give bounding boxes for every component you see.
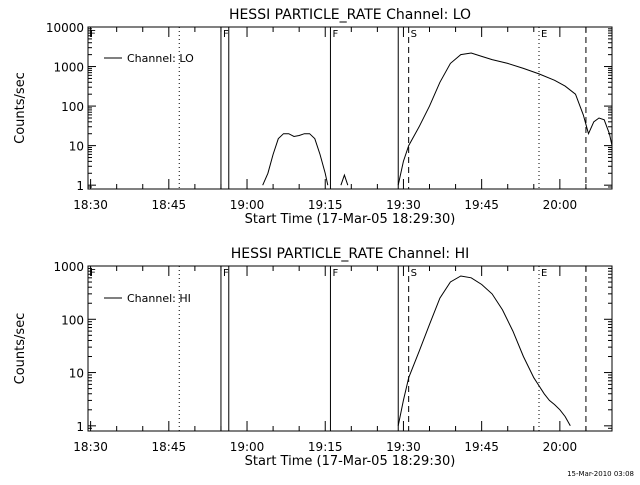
marker-label: S (411, 268, 417, 279)
y-tick-label: 10 (69, 367, 84, 381)
y-tick-label: 10000 (46, 21, 84, 35)
marker-label: F (332, 268, 338, 279)
x-tick-label: 18:45 (152, 440, 187, 454)
marker-label: F (90, 268, 96, 279)
series-line-0-segment-1 (340, 173, 349, 186)
x-tick-label: 18:45 (152, 198, 187, 212)
marker-label: E (541, 29, 547, 40)
marker-label: F (332, 29, 338, 40)
x-tick-label: 19:15 (308, 440, 343, 454)
y-tick-label: 1000 (53, 260, 84, 274)
marker-label: F (223, 29, 229, 40)
x-tick-label: 20:00 (543, 198, 578, 212)
x-tick-label: 18:30 (73, 440, 108, 454)
x-tick-label: 19:00 (230, 440, 265, 454)
marker-label: S (411, 29, 417, 40)
y-tick-label: 100 (61, 100, 84, 114)
generation-timestamp: 15-Mar-2010 03:08 (567, 470, 634, 478)
y-axis-label: Counts/sec (13, 313, 28, 385)
y-tick-label: 1000 (53, 61, 84, 75)
x-tick-label: 19:15 (308, 198, 343, 212)
chart-panel-0: HESSI PARTICLE_RATE Channel: LO 1 10 100 100… (13, 7, 613, 227)
x-tick-label: 19:45 (464, 198, 499, 212)
series-line-0-segment-0 (262, 133, 329, 186)
x-tick-label: 19:30 (386, 198, 421, 212)
y-tick-label: 100 (61, 313, 84, 327)
x-axis-label: Start Time (17-Mar-05 18:29:30) (245, 212, 456, 227)
x-tick-label: 19:00 (230, 198, 265, 212)
x-tick-label: 19:45 (464, 440, 499, 454)
x-tick-label: 19:30 (386, 440, 421, 454)
series-line-0-segment-0 (397, 275, 571, 427)
legend: Channel: HI (104, 292, 191, 305)
legend: Channel: LO (104, 52, 194, 65)
x-axis-label: Start Time (17-Mar-05 18:29:30) (245, 454, 456, 469)
x-tick-label: 18:30 (73, 198, 108, 212)
legend-entry: Channel: LO (127, 52, 194, 65)
chart-title: HESSI PARTICLE_RATE Channel: HI (231, 246, 469, 262)
marker-label: E (541, 268, 547, 279)
y-tick-label: 1 (76, 420, 84, 434)
chart-title: HESSI PARTICLE_RATE Channel: LO (229, 7, 471, 23)
x-tick-label: 20:00 (543, 440, 578, 454)
legend-entry: Channel: HI (127, 292, 191, 305)
y-axis-label: Counts/sec (13, 72, 28, 144)
marker-label: F (223, 268, 229, 279)
y-tick-label: 10 (69, 140, 84, 154)
chart-panel-1: HESSI PARTICLE_RATE Channel: HI 1 10 100 100… (13, 246, 613, 469)
series-line-0-segment-2 (397, 52, 612, 186)
y-tick-label: 1 (76, 179, 84, 193)
marker-label: F (90, 29, 96, 40)
plot-frame (87, 265, 613, 432)
